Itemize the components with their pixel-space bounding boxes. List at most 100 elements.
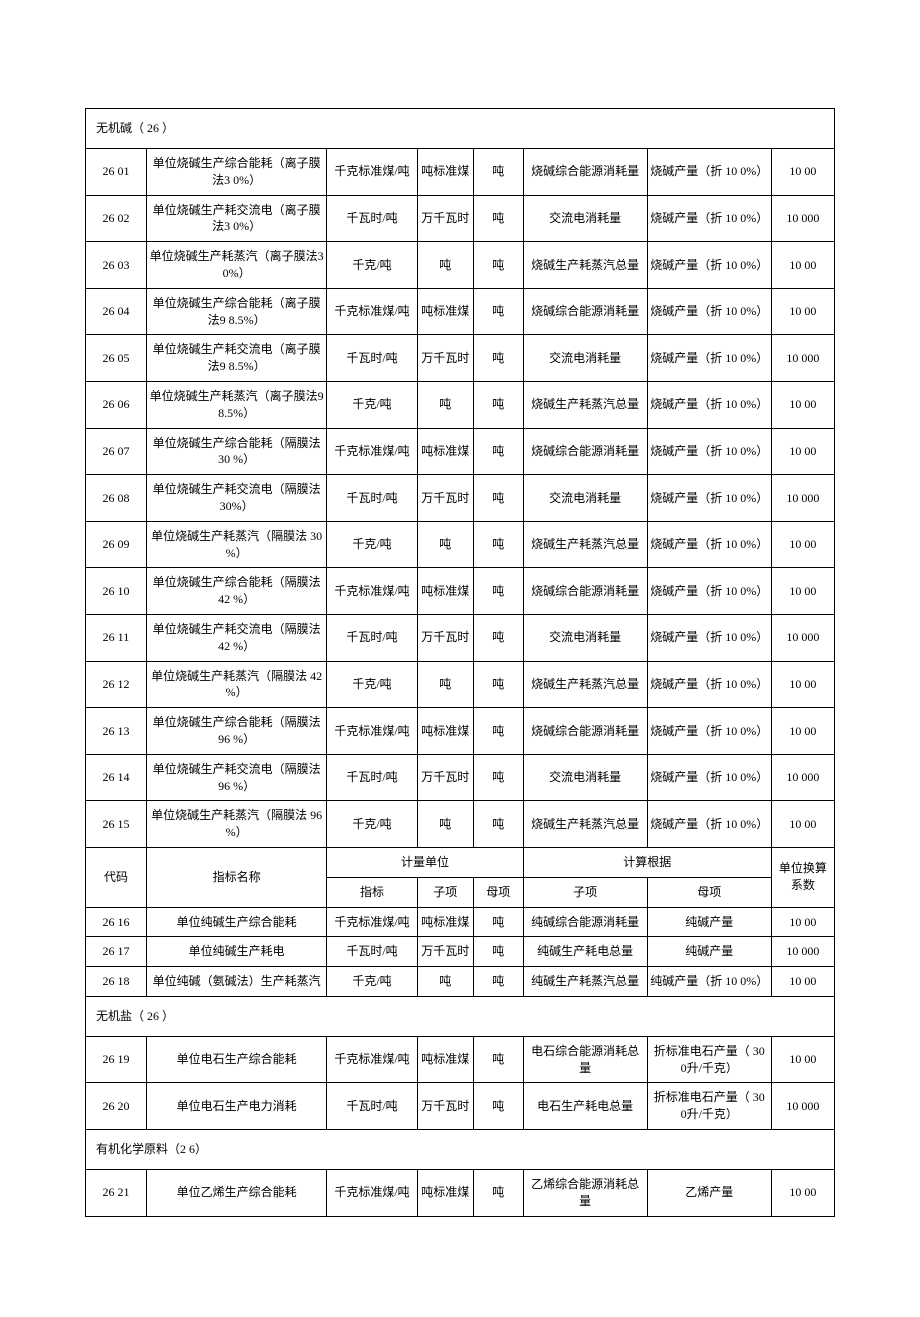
table-row: 26 16单位纯碱生产综合能耗千克标准煤/吨吨标准煤吨纯碱综合能源消耗量纯碱产量… <box>86 907 835 937</box>
calc2-cell: 折标准电石产量（ 30 0升/千克） <box>647 1036 771 1083</box>
name-cell: 单位电石生产综合能耗 <box>146 1036 326 1083</box>
coef-cell: 10 00 <box>771 521 834 568</box>
header-unit-group: 计量单位 <box>327 847 523 877</box>
calc1-cell: 烧碱生产耗蒸汽总量 <box>523 242 647 289</box>
name-cell: 单位烧碱生产耗蒸汽（隔膜法 42 %） <box>146 661 326 708</box>
unit2-cell: 万千瓦时 <box>417 335 473 382</box>
coef-cell: 10 00 <box>771 288 834 335</box>
header-name: 指标名称 <box>146 847 326 907</box>
calc1-cell: 烧碱生产耗蒸汽总量 <box>523 521 647 568</box>
unit1-cell: 千克标准煤/吨 <box>327 907 417 937</box>
unit1-cell: 千克标准煤/吨 <box>327 1170 417 1217</box>
unit3-cell: 吨 <box>474 1170 524 1217</box>
coef-cell: 10 00 <box>771 801 834 848</box>
table-row: 26 02单位烧碱生产耗交流电（离子膜法3 0%）千瓦时/吨万千瓦时吨交流电消耗… <box>86 195 835 242</box>
unit1-cell: 千克/吨 <box>327 521 417 568</box>
code-cell: 26 07 <box>86 428 147 475</box>
unit2-cell: 万千瓦时 <box>417 937 473 967</box>
coef-cell: 10 00 <box>771 568 834 615</box>
calc1-cell: 烧碱综合能源消耗量 <box>523 568 647 615</box>
unit2-cell: 吨标准煤 <box>417 1036 473 1083</box>
code-cell: 26 14 <box>86 754 147 801</box>
unit2-cell: 万千瓦时 <box>417 475 473 522</box>
name-cell: 单位烧碱生产耗蒸汽（隔膜法 30 %） <box>146 521 326 568</box>
name-cell: 单位纯碱生产综合能耗 <box>146 907 326 937</box>
calc1-cell: 交流电消耗量 <box>523 335 647 382</box>
unit1-cell: 千克标准煤/吨 <box>327 568 417 615</box>
coef-cell: 10 00 <box>771 708 834 755</box>
unit1-cell: 千瓦时/吨 <box>327 195 417 242</box>
unit2-cell: 吨 <box>417 381 473 428</box>
header-row-1: 代码 指标名称 计量单位 计算根据 单位换算系数 <box>86 847 835 877</box>
code-cell: 26 06 <box>86 381 147 428</box>
coef-cell: 10 000 <box>771 754 834 801</box>
unit1-cell: 千克/吨 <box>327 801 417 848</box>
unit1-cell: 千克/吨 <box>327 967 417 997</box>
unit3-cell: 吨 <box>474 335 524 382</box>
header-code: 代码 <box>86 847 147 907</box>
calc2-cell: 烧碱产量（折 10 0%） <box>647 475 771 522</box>
unit3-cell: 吨 <box>474 521 524 568</box>
table-row: 26 01单位烧碱生产综合能耗（离子膜法3 0%）千克标准煤/吨吨标准煤吨烧碱综… <box>86 149 835 196</box>
calc2-cell: 乙烯产量 <box>647 1170 771 1217</box>
code-cell: 26 21 <box>86 1170 147 1217</box>
unit3-cell: 吨 <box>474 967 524 997</box>
coef-cell: 10 00 <box>771 381 834 428</box>
name-cell: 单位烧碱生产耗交流电（离子膜法9 8.5%） <box>146 335 326 382</box>
calc1-cell: 烧碱综合能源消耗量 <box>523 288 647 335</box>
name-cell: 单位纯碱生产耗电 <box>146 937 326 967</box>
unit3-cell: 吨 <box>474 614 524 661</box>
calc2-cell: 烧碱产量（折 10 0%） <box>647 801 771 848</box>
code-cell: 26 04 <box>86 288 147 335</box>
coef-cell: 10 000 <box>771 614 834 661</box>
table-row: 26 07单位烧碱生产综合能耗（隔膜法 30 %）千克标准煤/吨吨标准煤吨烧碱综… <box>86 428 835 475</box>
header-unit-sub3: 母项 <box>474 877 524 907</box>
table-row: 26 12单位烧碱生产耗蒸汽（隔膜法 42 %）千克/吨吨吨烧碱生产耗蒸汽总量烧… <box>86 661 835 708</box>
table-row: 26 11单位烧碱生产耗交流电（隔膜法 42 %）千瓦时/吨万千瓦时吨交流电消耗… <box>86 614 835 661</box>
coef-cell: 10 00 <box>771 1170 834 1217</box>
code-cell: 26 15 <box>86 801 147 848</box>
calc1-cell: 交流电消耗量 <box>523 754 647 801</box>
calc2-cell: 烧碱产量（折 10 0%） <box>647 195 771 242</box>
calc2-cell: 烧碱产量（折 10 0%） <box>647 149 771 196</box>
table-row: 26 15单位烧碱生产耗蒸汽（隔膜法 96 %）千克/吨吨吨烧碱生产耗蒸汽总量烧… <box>86 801 835 848</box>
unit3-cell: 吨 <box>474 907 524 937</box>
unit1-cell: 千瓦时/吨 <box>327 335 417 382</box>
unit3-cell: 吨 <box>474 1083 524 1130</box>
unit2-cell: 吨 <box>417 967 473 997</box>
code-cell: 26 02 <box>86 195 147 242</box>
coef-cell: 10 000 <box>771 475 834 522</box>
unit2-cell: 吨 <box>417 242 473 289</box>
unit3-cell: 吨 <box>474 754 524 801</box>
calc1-cell: 电石综合能源消耗总量 <box>523 1036 647 1083</box>
calc1-cell: 烧碱综合能源消耗量 <box>523 708 647 755</box>
code-cell: 26 17 <box>86 937 147 967</box>
table-row: 26 08单位烧碱生产耗交流电（隔膜法 30%）千瓦时/吨万千瓦时吨交流电消耗量… <box>86 475 835 522</box>
calc1-cell: 交流电消耗量 <box>523 195 647 242</box>
unit2-cell: 吨标准煤 <box>417 1170 473 1217</box>
coef-cell: 10 00 <box>771 907 834 937</box>
unit2-cell: 吨标准煤 <box>417 708 473 755</box>
coef-cell: 10 00 <box>771 661 834 708</box>
table-row: 26 17单位纯碱生产耗电千瓦时/吨万千瓦时吨纯碱生产耗电总量纯碱产量10 00… <box>86 937 835 967</box>
unit1-cell: 千克标准煤/吨 <box>327 1036 417 1083</box>
unit3-cell: 吨 <box>474 149 524 196</box>
section-header-row: 无机盐（ 26 ） <box>86 996 835 1036</box>
code-cell: 26 03 <box>86 242 147 289</box>
calc2-cell: 纯碱产量（折 10 0%） <box>647 967 771 997</box>
unit2-cell: 吨标准煤 <box>417 428 473 475</box>
code-cell: 26 16 <box>86 907 147 937</box>
calc1-cell: 烧碱生产耗蒸汽总量 <box>523 661 647 708</box>
unit1-cell: 千克标准煤/吨 <box>327 149 417 196</box>
calc1-cell: 烧碱综合能源消耗量 <box>523 428 647 475</box>
unit3-cell: 吨 <box>474 708 524 755</box>
unit1-cell: 千瓦时/吨 <box>327 937 417 967</box>
name-cell: 单位烧碱生产综合能耗（隔膜法 30 %） <box>146 428 326 475</box>
unit1-cell: 千克/吨 <box>327 242 417 289</box>
coef-cell: 10 000 <box>771 1083 834 1130</box>
unit3-cell: 吨 <box>474 288 524 335</box>
code-cell: 26 18 <box>86 967 147 997</box>
unit3-cell: 吨 <box>474 381 524 428</box>
name-cell: 单位烧碱生产耗交流电（离子膜法3 0%） <box>146 195 326 242</box>
code-cell: 26 10 <box>86 568 147 615</box>
